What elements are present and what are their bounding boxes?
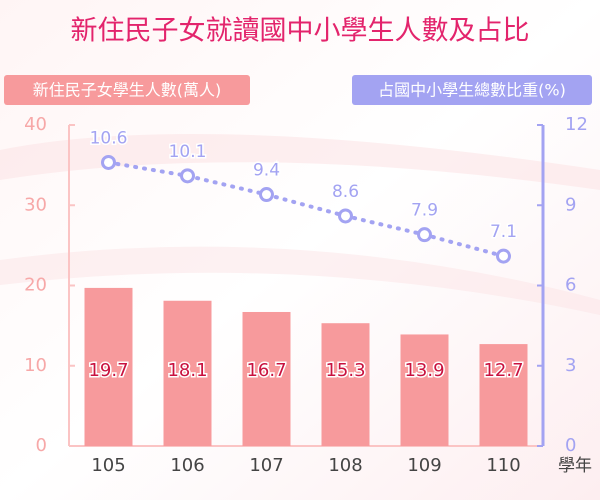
y2-tick-label: 6 <box>565 275 576 296</box>
y2-tick-label: 9 <box>565 194 576 215</box>
y-tick-label: 20 <box>24 275 47 296</box>
y-tick-label: 30 <box>24 194 47 215</box>
bar-value-label: 15.3 <box>325 360 365 381</box>
y-tick-label: 40 <box>24 114 47 135</box>
line-marker <box>417 227 432 243</box>
x-tick-label: 110 <box>486 455 520 476</box>
left-axis-label-box <box>4 75 250 105</box>
bar <box>321 323 370 446</box>
line-marker <box>101 154 116 170</box>
line-marker <box>259 187 274 203</box>
x-tick-label: 109 <box>407 455 441 476</box>
series-name: 新住民子女學生人數(萬人) <box>33 81 222 100</box>
line-marker <box>338 208 353 224</box>
bar <box>242 311 291 446</box>
bar-value-label: 12.7 <box>483 360 523 381</box>
y2-tick-label: 12 <box>565 114 588 135</box>
x-tick-label: 105 <box>91 455 125 476</box>
bar <box>479 344 528 446</box>
bar <box>163 300 212 446</box>
chart-title: 新住民子女就讀國中小學生人數及占比 <box>71 16 530 47</box>
y-tick-label: 0 <box>36 435 47 456</box>
line-marker <box>496 248 511 264</box>
bar-value-label: 18.1 <box>167 360 207 381</box>
x-tick-label: 108 <box>328 455 362 476</box>
background-streak <box>0 134 600 190</box>
bar-value-label: 19.7 <box>88 360 128 381</box>
x-axis-label: 學年 <box>558 456 592 476</box>
series-name: 占國中小學生總數比重(%) <box>378 81 566 100</box>
line-value-label: 8.6 <box>332 182 359 202</box>
y2-tick-label: 3 <box>565 355 576 376</box>
line-value-label: 9.4 <box>253 161 280 181</box>
bar-value-label: 16.7 <box>246 360 286 381</box>
line-value-label: 10.1 <box>169 142 207 162</box>
line-marker <box>180 168 195 184</box>
right-axis-label-box <box>352 75 592 105</box>
bar <box>400 334 449 446</box>
bar-value-label: 13.9 <box>404 360 444 381</box>
bar <box>84 287 133 446</box>
x-tick-label: 107 <box>249 455 283 476</box>
line-value-label: 7.9 <box>411 201 438 221</box>
x-tick-label: 106 <box>170 455 204 476</box>
line-value-label: 10.6 <box>90 128 128 148</box>
y-tick-label: 10 <box>24 355 47 376</box>
background-streak <box>0 246 600 315</box>
y2-tick-label: 0 <box>565 435 576 456</box>
line-value-label: 7.1 <box>490 222 517 242</box>
